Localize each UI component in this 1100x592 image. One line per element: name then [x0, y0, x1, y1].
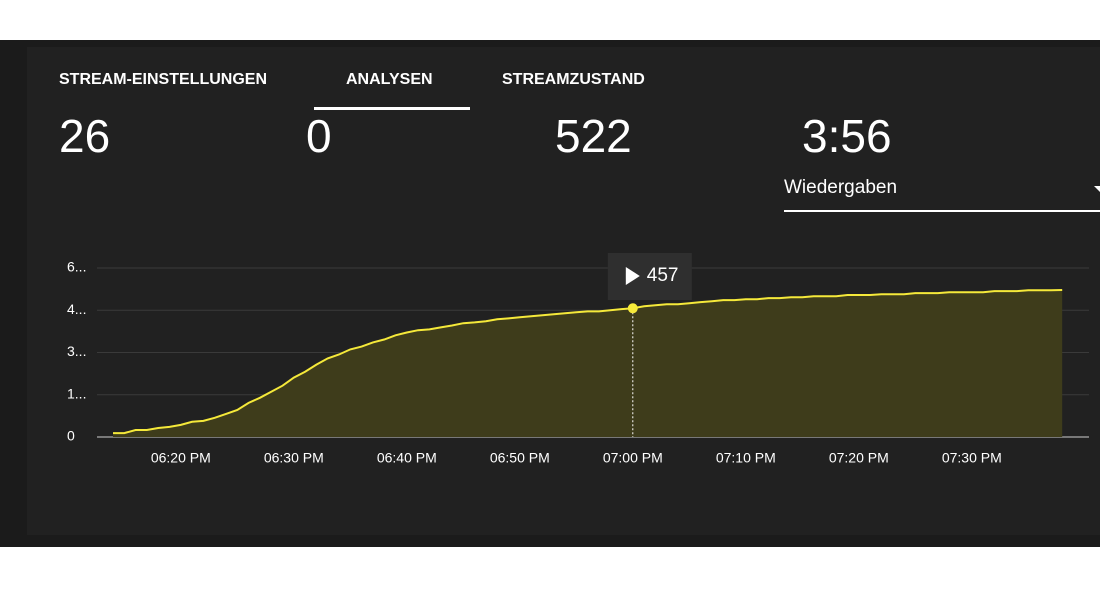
panel [27, 47, 1100, 535]
play-icon [625, 267, 640, 285]
chart: 0 1... 3... 4... 6... 06:20 PM 06:30 PM 06:40 P… [67, 253, 1089, 466]
stat-value: 26 [59, 110, 110, 162]
tab[interactable]: ANALYSEN [346, 71, 433, 88]
line [113, 289, 1063, 435]
dropdown-arrow[interactable] [1094, 186, 1100, 192]
tooltip-value: 457 [647, 265, 679, 286]
stat-value: 3:56 [802, 110, 892, 162]
stat-value: 0 [306, 110, 332, 162]
y-tick-label: 4... [67, 301, 86, 317]
tab[interactable]: STREAMZUSTAND [502, 71, 645, 88]
x-tick-label: 07:10 PM [716, 450, 776, 466]
active-tab-indicator [314, 107, 470, 110]
tooltip [607, 253, 692, 300]
x-tick-label: 07:30 PM [942, 450, 1002, 466]
y-tick-label: 1... [67, 385, 86, 401]
x-tick-label: 06:30 PM [264, 450, 324, 466]
y-tick-label: 6... [67, 259, 86, 275]
stat-value: 522 [555, 110, 632, 162]
highlight-point [627, 303, 638, 314]
tab[interactable]: STREAM-EINSTELLUNGEN [59, 71, 267, 88]
x-tick-label: 07:00 PM [603, 450, 663, 466]
x-tick-label: 07:20 PM [829, 450, 889, 466]
x-tick-label: 06:20 PM [151, 450, 211, 466]
x-tick-label: 06:50 PM [490, 450, 550, 466]
y-tick-label: 3... [67, 343, 86, 359]
y-tick-label: 0 [67, 428, 75, 444]
area [113, 290, 1063, 437]
dropdown-label[interactable]: Wiedergaben [784, 177, 897, 198]
x-tick-label: 06:40 PM [377, 450, 437, 466]
